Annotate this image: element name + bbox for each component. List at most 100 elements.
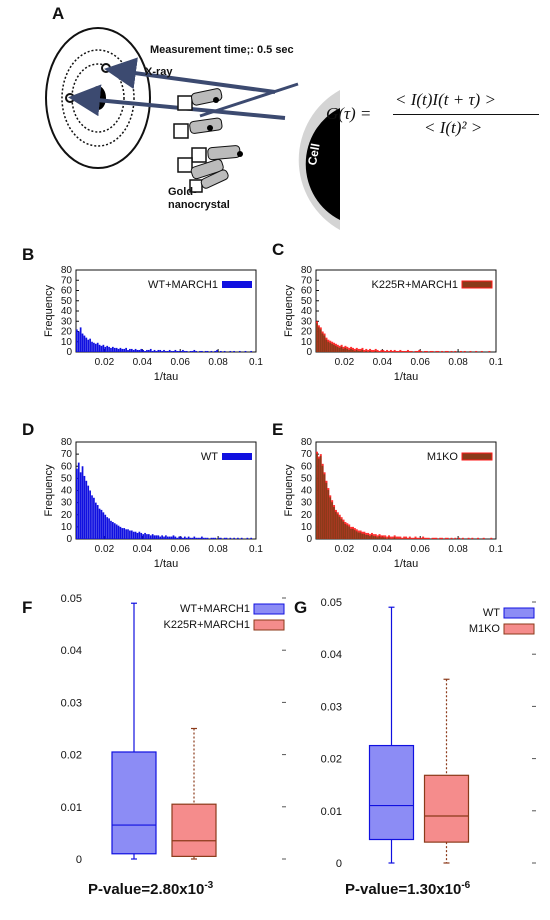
y-tick-label: 80 [301,265,313,276]
histogram-bar [333,344,335,352]
histogram-bar [146,349,148,352]
y-tick-label: 0.05 [61,593,82,605]
histogram-bar [159,349,162,352]
y-tick-label: 0 [66,534,72,545]
y-tick-label: 60 [301,461,313,472]
histogram-bar [104,514,107,539]
histogram-bar [327,341,330,352]
histogram-bar [348,526,350,539]
histogram-bar-shadow [399,349,402,352]
histogram-bar-shadow [384,535,387,539]
histogram-bar [352,528,354,539]
y-axis-label: Frequency [283,285,295,337]
pvalue-f: P-value=2.80x10-3 [88,880,213,898]
histogram-bar-shadow [393,535,396,539]
y-tick-label: 10 [301,337,313,348]
histogram-bar-shadow [406,349,409,352]
histogram-bar [157,535,160,539]
histogram-bar [363,533,366,539]
histogram-bar [246,537,249,539]
histogram-bar [350,348,352,352]
formula-fraction-bar [393,114,539,115]
x-axis-label: 1/tau [154,371,178,383]
histogram-bar-shadow [490,537,493,539]
histogram-bar [323,474,326,539]
histogram-bar-shadow [376,349,379,352]
histogram-bar [176,537,179,539]
y-tick-label: 10 [301,522,313,533]
x-tick-label: 0.04 [133,357,153,368]
histogram-bar [100,345,103,352]
histogram-bar [344,347,347,352]
histogram-bar [89,338,91,352]
histogram-bar [317,327,320,352]
histogram-bar [214,537,217,539]
histogram-bar-shadow [471,537,474,539]
histogram-bar [76,468,78,539]
y-tick-label: 80 [61,437,73,448]
xray-arrow-3 [199,82,299,118]
histogram-bar [193,536,196,539]
histogram-bar-shadow [380,535,383,539]
histogram-bar-shadow [363,349,366,352]
histogram-bar [319,456,322,539]
histogram-bar-shadow [395,350,398,352]
histogram-bar [220,350,222,352]
histogram-bar [129,530,131,539]
histogram-bar [327,490,330,539]
y-tick-label: 0 [76,854,82,866]
histogram-bar-shadow [357,348,360,352]
histogram-bar [123,528,126,539]
histogram-bar [87,485,90,539]
histogram-bar [125,529,127,539]
y-tick-label: 30 [301,498,313,509]
histogram-bar-shadow [437,350,440,352]
histogram-bar [201,536,203,539]
histogram-bar [340,346,343,352]
detector-ring-dotted-1 [61,49,135,147]
histogram-bar-shadow [378,350,381,352]
histogram-bar [229,537,232,539]
histogram-bar [127,529,129,539]
histogram-bar [117,525,120,539]
histogram-bar [365,350,367,352]
histogram-bar-shadow [374,348,377,352]
histogram-bar [110,347,112,352]
gold-label-line1: Gold- [168,186,197,198]
histogram-bar-shadow [450,537,453,539]
histogram-bar [184,350,186,352]
histogram-bar-shadow [439,537,442,539]
histogram-bar [353,530,356,539]
histogram-bar [144,350,146,352]
histogram-bar [317,458,320,539]
histogram-bar-shadow [389,349,392,352]
x-tick-label: 0.1 [249,544,263,555]
y-tick-label: 50 [301,296,313,307]
histogram-bar [163,349,165,352]
histogram-bar-shadow [477,537,480,539]
histogram-bar [77,331,80,352]
histogram-bar [148,349,150,352]
detector-outer-ring [45,27,151,169]
histogram-bar [365,534,367,539]
y-tick-label: 60 [61,286,73,297]
histogram-bar [233,350,235,352]
histogram-bar [321,465,324,539]
histogram-bar [102,344,105,352]
panel-letter-f: F [22,598,33,617]
y-tick-label: 70 [301,449,313,460]
gold-nanocrystal-label: Gold- nanocrystal [168,186,230,212]
histogram-bar [195,537,198,539]
histogram-bar [87,339,90,352]
histogram-bar-shadow [386,536,389,539]
xray-schematic [45,27,340,230]
histogram-bar-shadow [399,536,402,539]
histogram-bar [140,348,143,352]
histogram-bar [344,524,347,539]
histogram-bar [115,524,118,539]
histogram-bar [77,462,80,539]
histogram-bar-shadow [420,537,423,539]
histogram-bar [165,350,167,352]
